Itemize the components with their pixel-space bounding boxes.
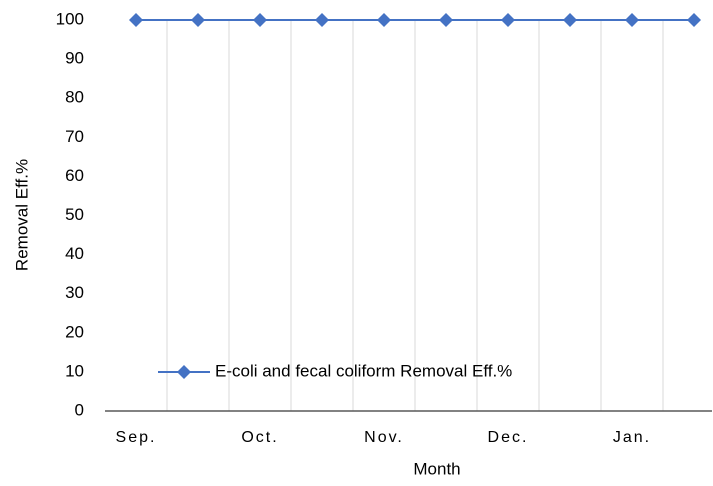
marker	[563, 13, 577, 27]
y-tick-label: 20	[65, 322, 84, 341]
y-tick-label: 100	[56, 9, 84, 28]
y-tick-label: 90	[65, 49, 84, 68]
y-tick-label: 80	[65, 88, 84, 107]
y-axis-label: Removal Eff.%	[12, 159, 31, 271]
x-axis-label: Month	[413, 459, 460, 478]
y-tick-label: 10	[65, 361, 84, 380]
marker	[191, 13, 205, 27]
marker	[315, 13, 329, 27]
marker	[253, 13, 267, 27]
legend-marker	[177, 365, 191, 379]
y-tick-label: 0	[75, 400, 84, 419]
y-tick-label: 40	[65, 244, 84, 263]
x-tick-label: Jan.	[613, 429, 651, 446]
marker	[687, 13, 701, 27]
marker	[129, 13, 143, 27]
x-tick-label: Oct.	[241, 429, 278, 446]
legend-label: E-coli and fecal coliform Removal Eff.%	[215, 361, 512, 380]
y-tick-label: 70	[65, 127, 84, 146]
marker	[439, 13, 453, 27]
marker	[501, 13, 515, 27]
x-tick-label: Nov.	[364, 429, 404, 446]
x-tick-label: Dec.	[488, 429, 529, 446]
y-tick-label: 30	[65, 283, 84, 302]
marker	[377, 13, 391, 27]
y-tick-label: 60	[65, 166, 84, 185]
marker	[625, 13, 639, 27]
y-tick-label: 50	[65, 205, 84, 224]
x-tick-label: Sep.	[116, 429, 157, 446]
